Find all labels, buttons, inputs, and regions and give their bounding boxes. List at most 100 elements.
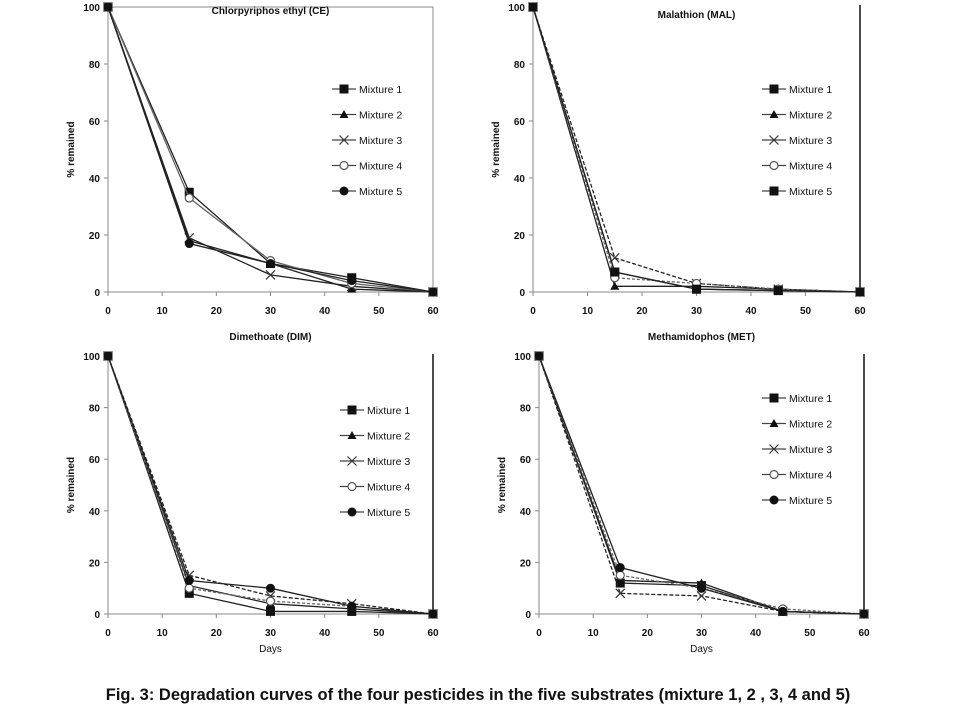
x-tick-label: 50 [804, 628, 816, 639]
legend-label: Mixture 5 [789, 186, 832, 198]
x-tick-label: 30 [265, 628, 277, 639]
legend-label: Mixture 3 [789, 135, 832, 147]
x-tick-label: 60 [854, 306, 866, 317]
data-point-mixture-5 [855, 287, 865, 297]
legend-marker-icon [769, 495, 779, 505]
data-point-mixture-4 [265, 596, 276, 606]
series-line-mixture-5 [107, 6, 434, 293]
data-point-mixture-5 [428, 609, 438, 619]
y-tick-label: 80 [89, 60, 101, 71]
chart-panel-2: 0 20 40 60 80 100 0 10 20 30 40 50 60 Malathion (MAL)… [491, 2, 866, 317]
data-point-mixture-2 [610, 281, 620, 290]
data-point-mixture-5 [347, 276, 357, 286]
data-point-mixture-5 [697, 583, 706, 593]
x-tick-label: 60 [427, 306, 439, 317]
series-line-mixture-1 [532, 6, 861, 293]
legend-label: Mixture 2 [359, 110, 402, 122]
y-tick-label: 20 [89, 231, 101, 242]
x-tick-label: 40 [319, 628, 331, 639]
legend-marker-icon [347, 405, 357, 415]
legend-marker-icon [769, 135, 779, 145]
legend-marker-icon [769, 186, 779, 196]
legend-marker-icon [339, 110, 349, 118]
y-tick-label: 0 [94, 288, 100, 299]
series-line-mixture-3 [532, 6, 861, 293]
data-point-mixture-5 [266, 259, 275, 268]
legend-marker-icon [347, 481, 357, 492]
data-point-mixture-5 [528, 2, 538, 12]
y-tick-label: 100 [514, 352, 531, 363]
data-point-mixture-5 [610, 267, 620, 277]
x-tick-label: 0 [536, 628, 542, 639]
legend-marker-icon [769, 84, 779, 94]
x-tick-label: 40 [319, 306, 331, 317]
x-tick-label: 40 [750, 628, 762, 639]
y-tick-label: 20 [514, 231, 526, 242]
legend-marker-icon [339, 84, 349, 94]
data-point-mixture-5 [266, 583, 275, 593]
y-tick-label: 80 [89, 404, 101, 415]
legend-label: Mixture 4 [359, 161, 402, 173]
x-tick-label: 10 [157, 306, 169, 317]
x-tick-label: 20 [211, 628, 223, 639]
x-tick-label: 50 [800, 306, 812, 317]
legend-label: Mixture 5 [359, 186, 402, 198]
y-tick-label: 40 [89, 174, 101, 185]
data-point-mixture-4 [184, 193, 194, 203]
x-tick-label: 40 [745, 306, 757, 317]
legend-marker-icon [339, 135, 349, 145]
data-point-mixture-4 [615, 570, 625, 580]
y-tick-label: 80 [520, 404, 532, 415]
figure-caption: Fig. 3: Degradation curves of the four p… [105, 686, 851, 704]
data-point-mixture-2 [615, 575, 625, 584]
data-point-mixture-3 [615, 588, 626, 599]
legend-marker-icon [769, 110, 779, 118]
x-axis-label: Days [259, 644, 282, 655]
data-point-mixture-5 [615, 563, 625, 573]
legend-marker-icon [339, 160, 349, 171]
legend-label: Mixture 3 [359, 135, 402, 147]
x-axis-label: Days [690, 644, 713, 655]
y-tick-label: 20 [520, 558, 532, 569]
data-point-mixture-5 [184, 239, 194, 249]
data-point-mixture-5 [184, 575, 194, 585]
data-point-mixture-5 [347, 601, 357, 611]
x-tick-label: 0 [105, 306, 111, 317]
x-tick-label: 30 [696, 628, 708, 639]
y-tick-label: 60 [89, 455, 101, 466]
legend-label: Mixture 1 [359, 84, 402, 96]
data-point-mixture-5 [534, 351, 544, 361]
data-point-mixture-1 [184, 588, 194, 598]
legend-marker-icon [769, 419, 779, 427]
x-tick-label: 20 [636, 306, 648, 317]
series-line-mixture-5 [532, 6, 861, 293]
legend-label: Mixture 1 [789, 393, 832, 405]
data-point-mixture-4 [184, 583, 194, 593]
y-tick-label: 80 [514, 60, 526, 71]
x-tick-label: 60 [858, 628, 870, 639]
data-point-mixture-5 [103, 2, 113, 12]
y-axis-label: % remained [66, 457, 77, 513]
legend-label: Mixture 1 [789, 84, 832, 96]
x-tick-label: 10 [582, 306, 594, 317]
chart-panel-4: 0 20 40 60 80 100 0 10 20 30 40 50 60 Methamidophos (… [497, 332, 870, 655]
legend-label: Mixture 2 [367, 431, 410, 443]
y-tick-label: 100 [508, 3, 525, 14]
x-tick-label: 60 [427, 628, 439, 639]
legend-label: Mixture 1 [367, 405, 410, 417]
y-tick-label: 40 [520, 507, 532, 518]
legend-marker-icon [769, 393, 779, 403]
data-point-mixture-5 [103, 351, 113, 361]
legend-label: Mixture 5 [367, 507, 410, 519]
x-tick-label: 10 [157, 628, 169, 639]
y-tick-label: 100 [83, 352, 100, 363]
chart-panel-3: 0 20 40 60 80 100 0 10 20 30 40 50 60 Dimethoate (DIM… [66, 332, 439, 655]
legend-marker-icon [347, 456, 357, 466]
data-point-mixture-3 [696, 591, 707, 601]
x-tick-label: 20 [211, 306, 223, 317]
data-point-mixture-3 [265, 269, 276, 280]
data-point-mixture-5 [428, 287, 438, 297]
y-tick-label: 40 [89, 507, 101, 518]
y-tick-label: 40 [514, 174, 526, 185]
data-point-mixture-1 [266, 606, 275, 616]
